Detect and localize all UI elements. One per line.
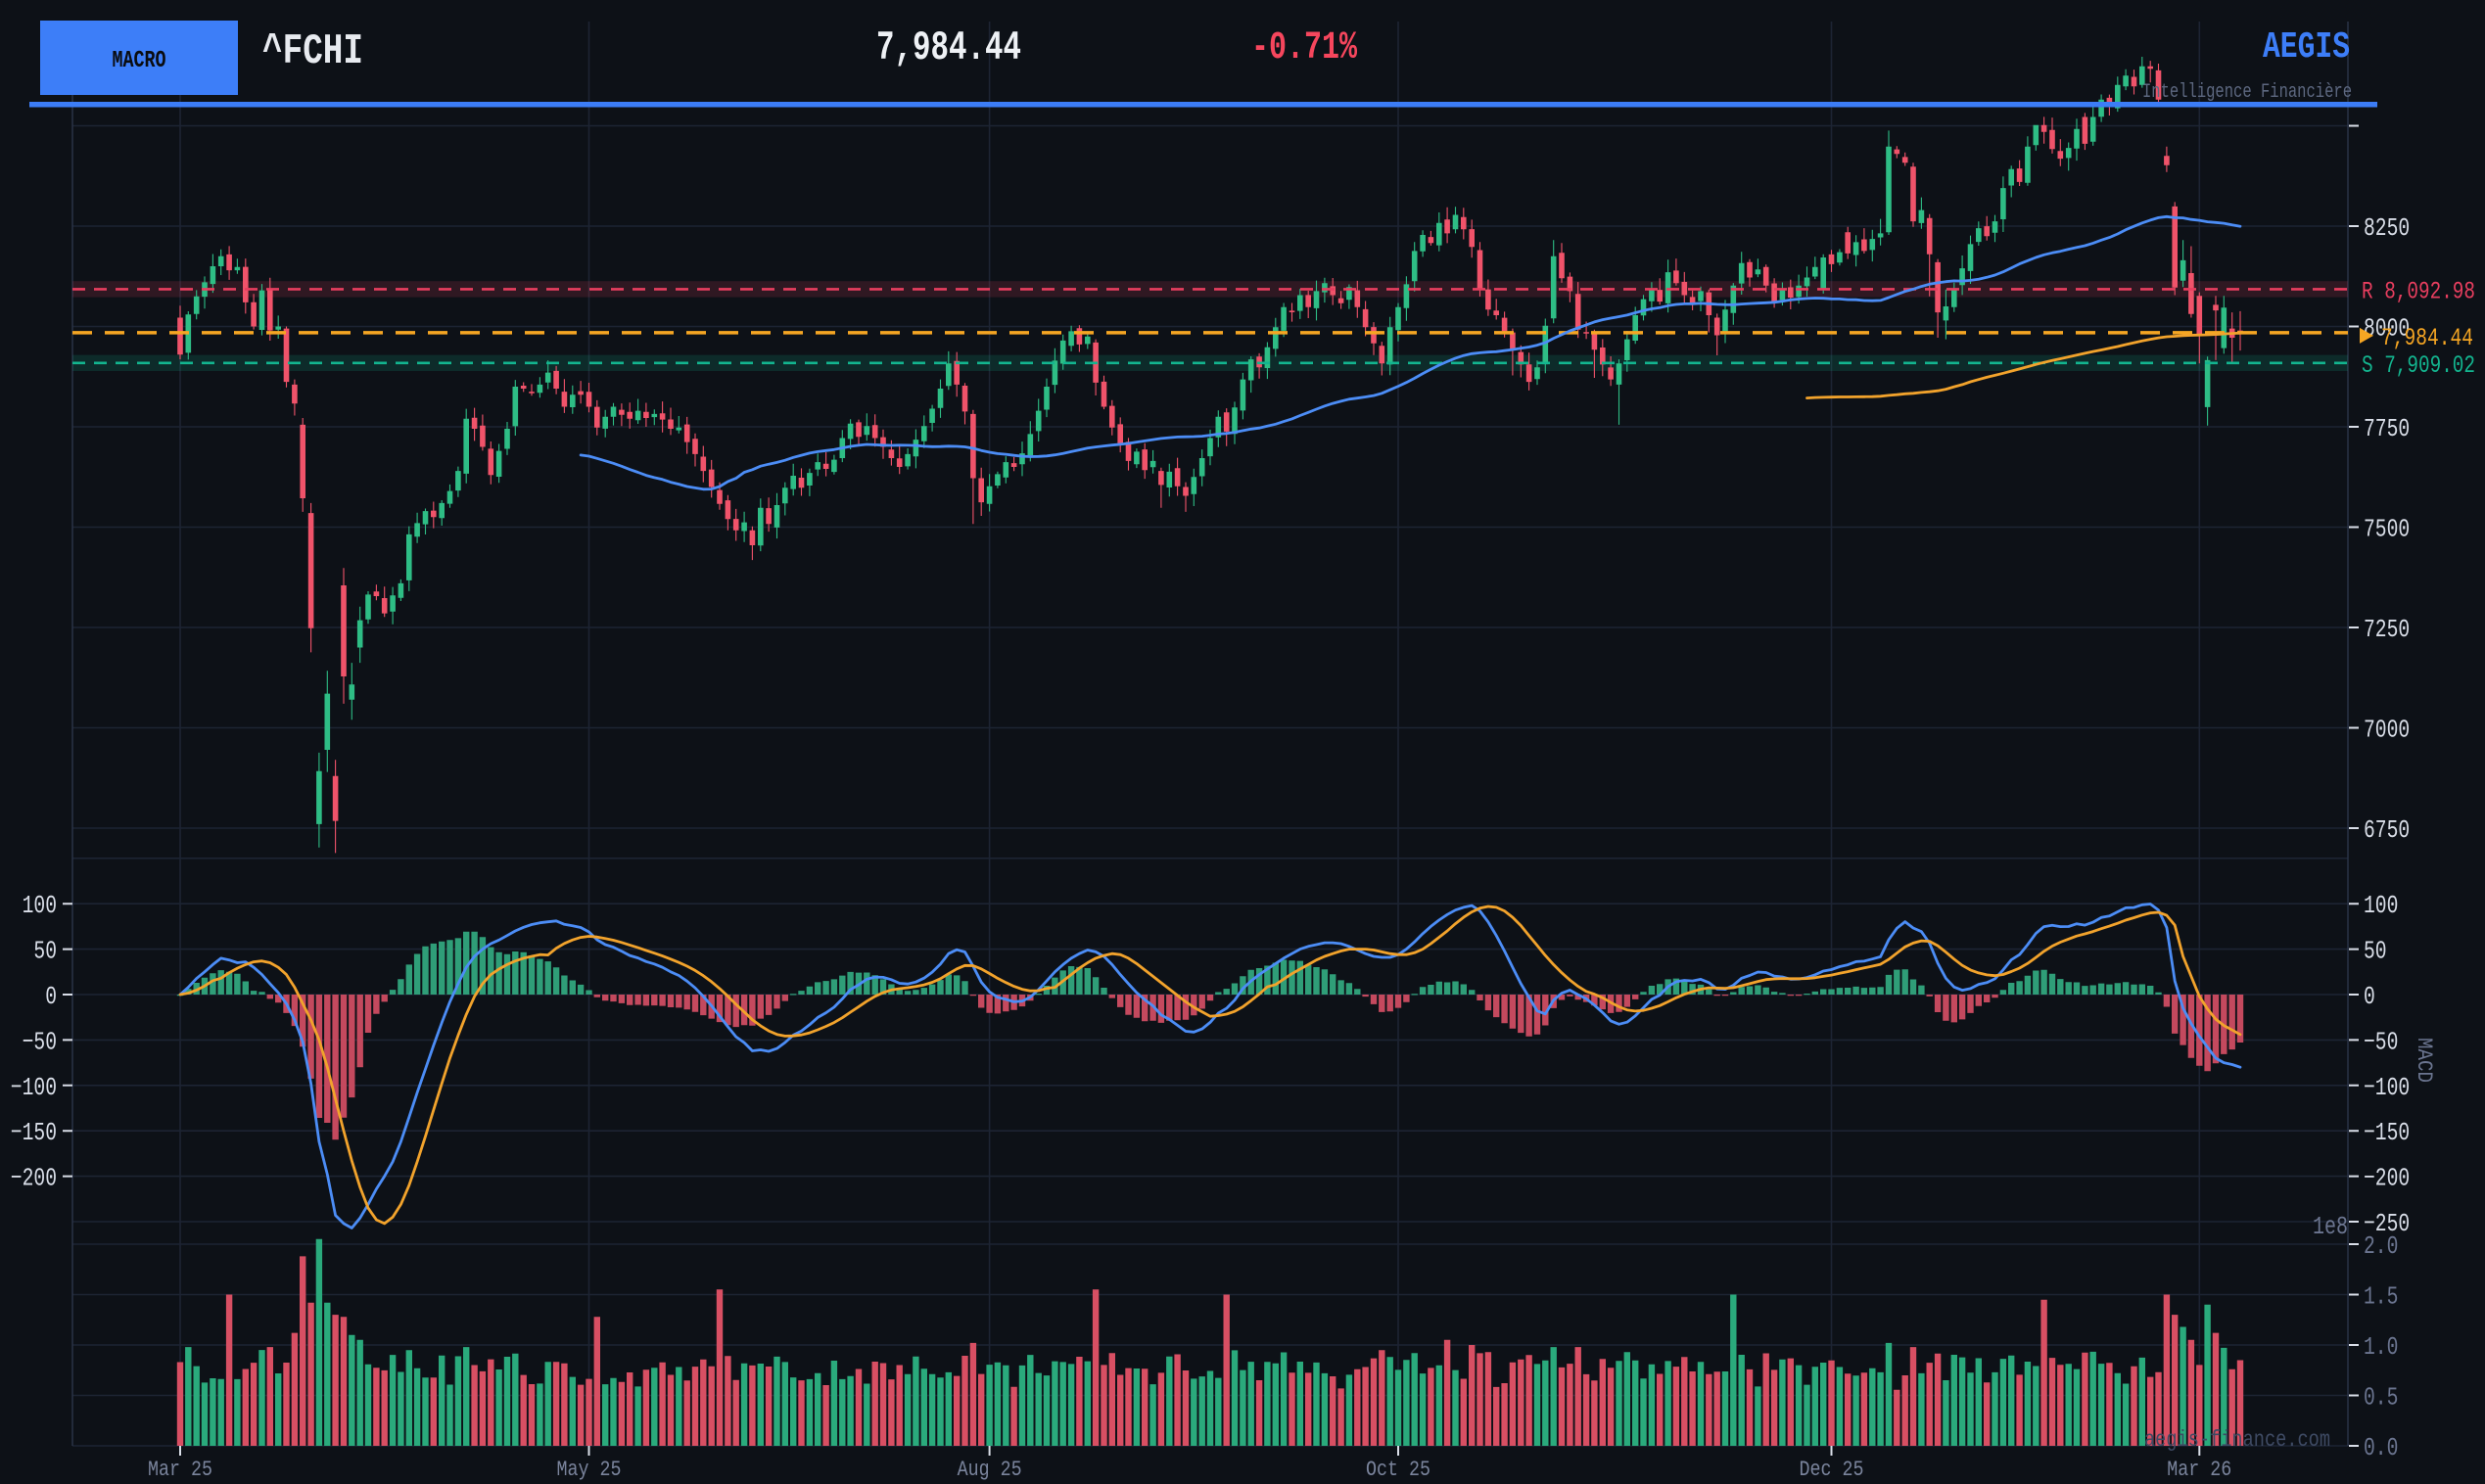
svg-text:Oct 25: Oct 25 [1366,1458,1430,1482]
svg-text:−100: −100 [11,1073,57,1102]
svg-text:0: 0 [2364,982,2375,1011]
svg-text:^FCHI: ^FCHI [262,27,363,76]
svg-text:Mar 25: Mar 25 [148,1458,212,1482]
svg-text:7000: 7000 [2364,716,2410,745]
svg-text:7750: 7750 [2364,414,2410,443]
svg-text:−150: −150 [2364,1118,2410,1147]
svg-text:-0.71%: -0.71% [1251,26,1358,70]
svg-text:7,984.44: 7,984.44 [876,24,1021,71]
svg-text:6750: 6750 [2364,815,2410,845]
svg-text:0.5: 0.5 [2364,1383,2398,1413]
svg-text:S 7,909.02: S 7,909.02 [2362,351,2475,380]
svg-text:1e8: 1e8 [2313,1212,2348,1241]
svg-text:−100: −100 [2364,1073,2410,1102]
svg-text:50: 50 [2364,937,2387,966]
svg-text:8250: 8250 [2364,213,2410,243]
svg-text:Mar 26: Mar 26 [2167,1458,2231,1482]
svg-text:50: 50 [33,937,57,966]
svg-text:aegis-finance.com: aegis-finance.com [2144,1427,2330,1453]
svg-text:AEGIS: AEGIS [2263,26,2350,69]
svg-text:−150: −150 [11,1118,57,1147]
svg-text:Aug 25: Aug 25 [958,1458,1022,1482]
svg-text:Intelligence Financière: Intelligence Financière [2142,81,2352,104]
svg-text:1.5: 1.5 [2364,1282,2398,1312]
svg-text:−250: −250 [2364,1209,2410,1238]
svg-text:8000: 8000 [2364,314,2410,344]
svg-text:Dec 25: Dec 25 [1800,1458,1864,1482]
svg-text:100: 100 [23,891,57,920]
svg-text:R 8,092.98: R 8,092.98 [2362,277,2475,305]
svg-text:−200: −200 [2364,1164,2410,1193]
svg-text:MACD: MACD [2412,1038,2436,1083]
svg-text:1.0: 1.0 [2364,1332,2398,1362]
svg-text:MACRO: MACRO [113,48,166,74]
svg-text:−200: −200 [11,1164,57,1193]
svg-text:−50: −50 [23,1027,57,1056]
svg-text:7,984.44: 7,984.44 [2381,324,2473,352]
svg-text:0.0: 0.0 [2364,1433,2398,1462]
svg-text:2.0: 2.0 [2364,1231,2398,1261]
svg-text:7500: 7500 [2364,515,2410,544]
svg-text:7250: 7250 [2364,615,2410,644]
svg-text:May 25: May 25 [557,1458,622,1482]
svg-text:100: 100 [2364,891,2398,920]
svg-text:−50: −50 [2364,1027,2398,1056]
svg-text:0: 0 [45,982,57,1011]
